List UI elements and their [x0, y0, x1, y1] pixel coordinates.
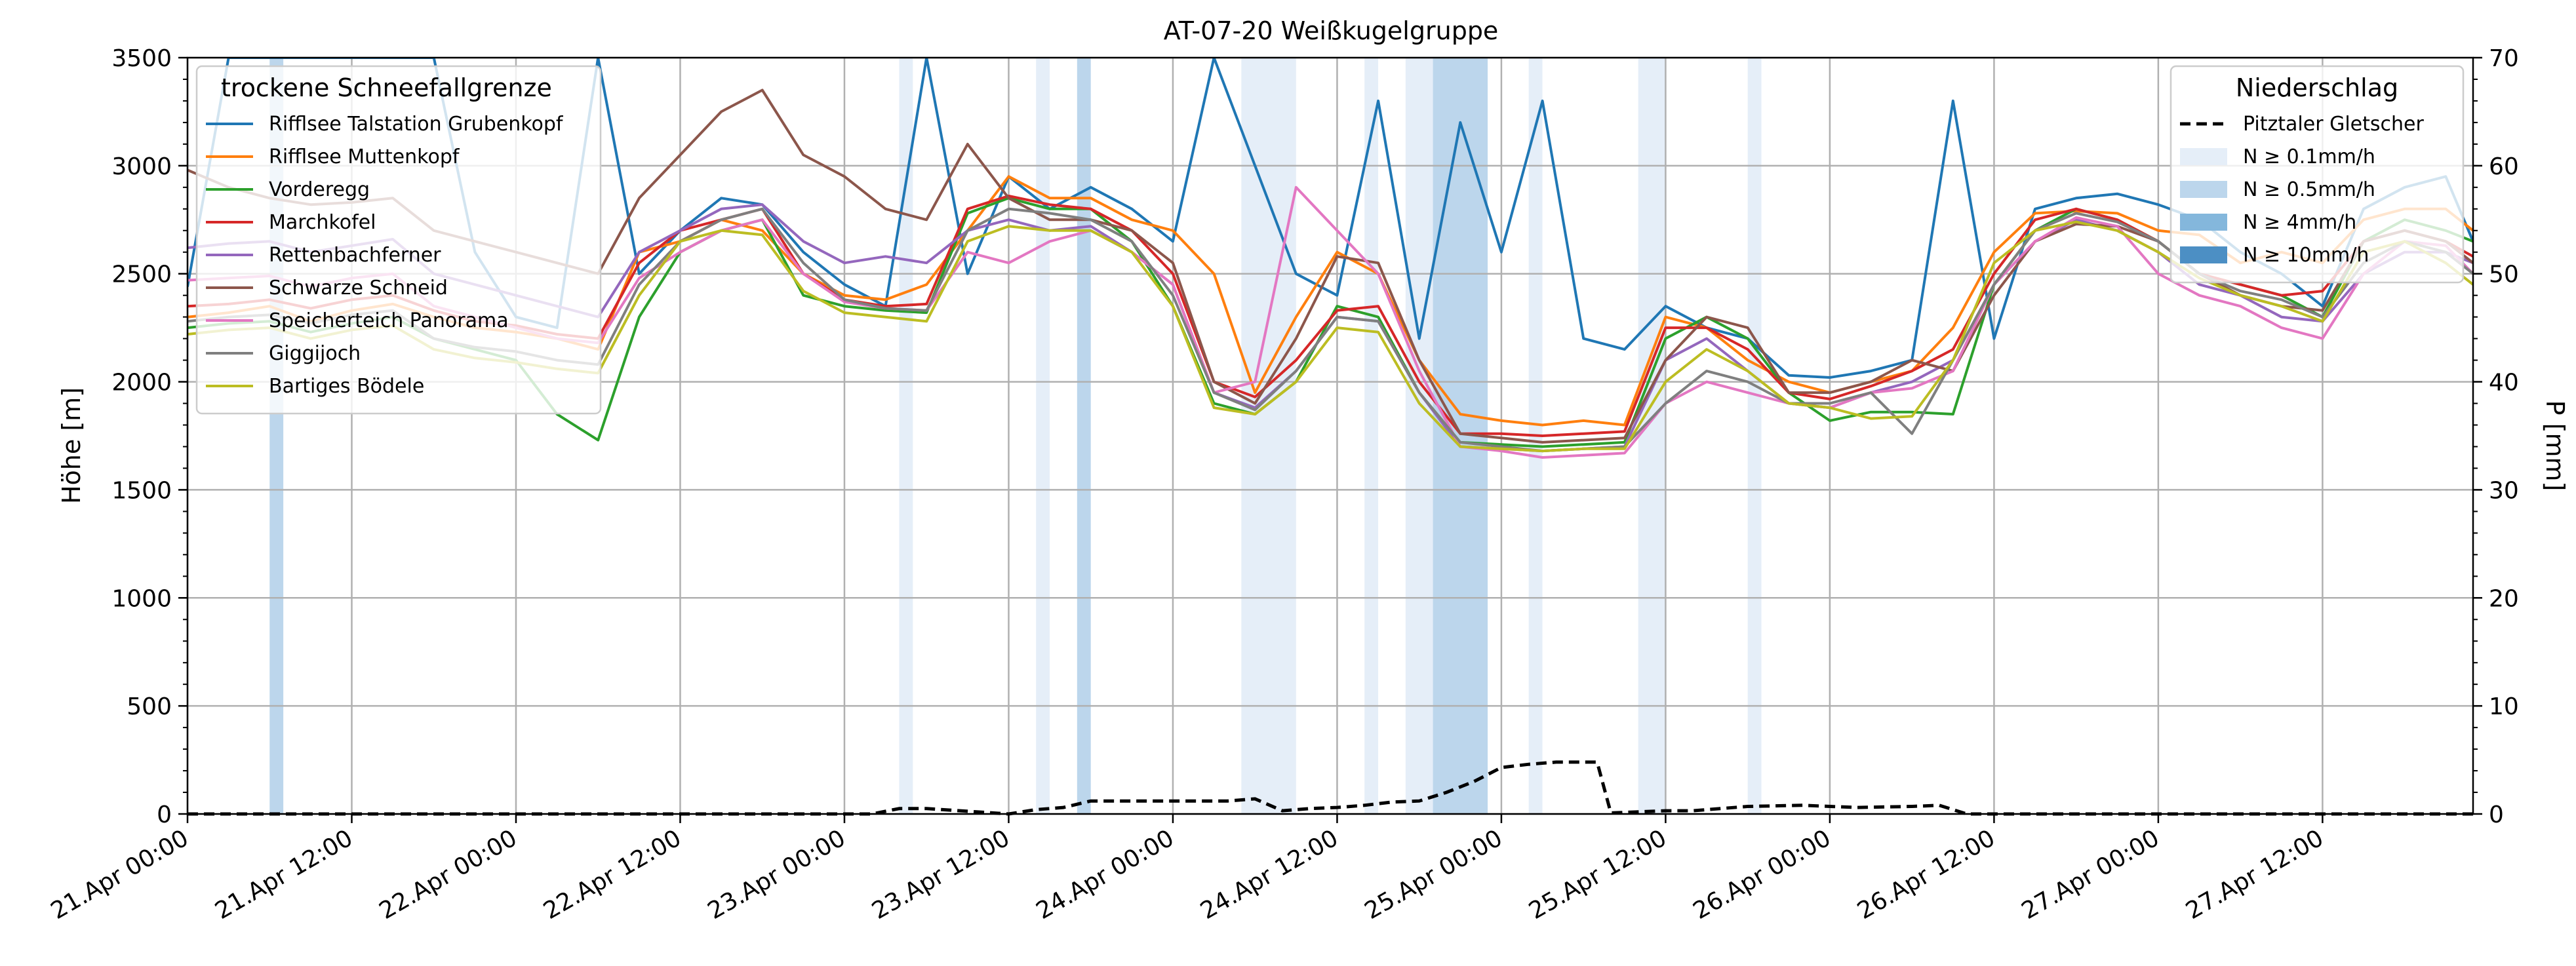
x-tick-label: 24.Apr 12:00: [1196, 824, 1343, 925]
legend-label-speicherteich-panorama: Speicherteich Panorama: [269, 309, 509, 332]
legend-right: Niederschlag Pitztaler Gletscher N ≥ 0.1mm…: [2170, 65, 2465, 284]
x-tick-label: 22.Apr 00:00: [375, 824, 522, 925]
legend-label-rifflsee-muttenkopf: Rifflsee Muttenkopf: [269, 145, 460, 168]
legend-swatch-precip-band-1: [2180, 181, 2227, 198]
y-tick-label-left: 500: [127, 693, 172, 720]
x-tick-label: 26.Apr 00:00: [1689, 824, 1836, 925]
x-tick-label: 23.Apr 00:00: [703, 824, 850, 925]
legend-label-bartiges-bodele: Bartiges Bödele: [269, 375, 424, 398]
y-tick-label-right: 0: [2489, 802, 2504, 828]
precip-line-pitztaler-gletscher: [188, 760, 2473, 816]
x-tick-label: 27.Apr 12:00: [2181, 824, 2328, 925]
y-tick-label-left: 2000: [111, 370, 172, 396]
y-tick-label-left: 3000: [111, 153, 172, 180]
precip-band-6: [1405, 58, 1433, 814]
legend-swatch-precip-band-3: [2180, 246, 2227, 263]
x-tick-label: 24.Apr 00:00: [1032, 824, 1179, 925]
y-tick-label-right: 20: [2489, 585, 2519, 612]
legend-label-pitztaler-gletscher: Pitztaler Gletscher: [2243, 113, 2424, 136]
legend-left-box: [195, 65, 602, 415]
y-tick-label-left: 3500: [111, 45, 172, 72]
legend-swatch-precip-band-0: [2180, 148, 2227, 165]
precip-band-10: [1747, 58, 1762, 814]
precip-band-3: [1077, 58, 1091, 814]
x-tick-label: 25.Apr 12:00: [1524, 824, 1671, 925]
legend-swatch-precip-band-2: [2180, 214, 2227, 231]
legend-label-precip-band-3: N ≥ 10mm/h: [2243, 244, 2369, 267]
precip-line: [188, 760, 2473, 816]
y-tick-label-right: 10: [2489, 693, 2519, 720]
legend-left: trockene Schneefallgrenze Rifflsee Talsta…: [195, 65, 602, 415]
legend-right-box: [2170, 65, 2465, 284]
y-tick-label-right: 50: [2489, 261, 2519, 288]
y-tick-label-left: 1000: [111, 585, 172, 612]
legend-label-rettenbachferner: Rettenbachferner: [269, 244, 441, 267]
legend-label-precip-band-1: N ≥ 0.5mm/h: [2243, 178, 2375, 201]
precip-band-1: [899, 58, 913, 814]
y-tick-label-left: 1500: [111, 477, 172, 504]
precip-band-4: [1241, 58, 1296, 814]
y-tick-label-right: 60: [2489, 153, 2519, 180]
legend-left-title: trockene Schneefallgrenze: [221, 73, 552, 102]
legend-label-marchkofel: Marchkofel: [269, 211, 376, 234]
x-tick-label: 27.Apr 00:00: [2017, 824, 2164, 925]
x-tick-label: 21.Apr 00:00: [47, 824, 193, 925]
precip-band-9: [1638, 58, 1666, 814]
legend-label-precip-band-0: N ≥ 0.1mm/h: [2243, 145, 2375, 168]
chart-title: AT-07-20 Weißkugelgruppe: [1164, 16, 1499, 45]
y-axis-label-left: Höhe [m]: [57, 387, 86, 504]
x-tick-label: 26.Apr 12:00: [1853, 824, 2000, 925]
y-tick-label-left: 2500: [111, 261, 172, 288]
legend-label-giggijoch: Giggijoch: [269, 342, 361, 365]
legend-label-rifflsee-talstation-grubenkopf: Rifflsee Talstation Grubenkopf: [269, 113, 564, 136]
y-axis-label-right: P [mm]: [2541, 400, 2569, 492]
x-tick-label: 22.Apr 12:00: [539, 824, 686, 925]
y-tick-label-right: 40: [2489, 370, 2519, 396]
legend-right-title: Niederschlag: [2236, 73, 2398, 102]
x-tick-label: 25.Apr 00:00: [1360, 824, 1507, 925]
x-tick-label: 21.Apr 12:00: [210, 824, 357, 925]
legend-label-schwarze-schneid: Schwarze Schneid: [269, 277, 448, 299]
y-tick-label-left: 0: [157, 802, 172, 828]
precip-band-2: [1036, 58, 1050, 814]
x-tick-label: 23.Apr 12:00: [867, 824, 1014, 925]
legends: trockene Schneefallgrenze Rifflsee Talsta…: [195, 65, 2465, 415]
y-tick-label-right: 70: [2489, 45, 2519, 72]
precip-band-5: [1364, 58, 1379, 814]
legend-label-precip-band-2: N ≥ 4mm/h: [2243, 211, 2356, 234]
y-tick-label-right: 30: [2489, 477, 2519, 504]
legend-label-vorderegg: Vorderegg: [269, 178, 370, 201]
plot-frame: [186, 56, 2474, 815]
